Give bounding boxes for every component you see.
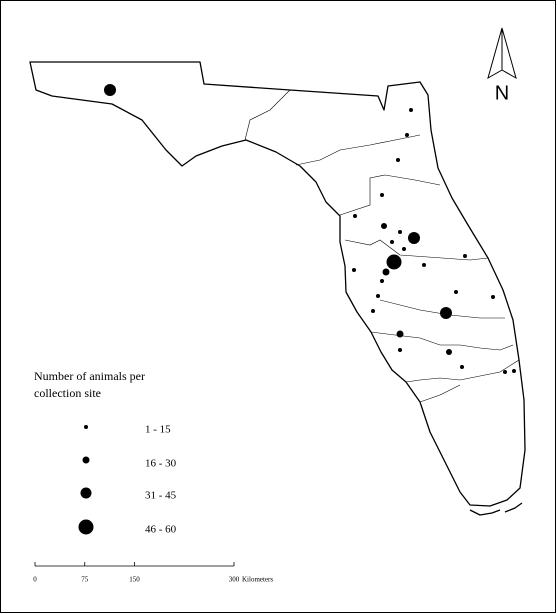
scale-bar: 0 75 150 300 Kilometers (33, 562, 273, 584)
legend-label: 31 - 45 (145, 490, 177, 502)
legend-label: 46 - 60 (145, 524, 177, 536)
legend-symbol (84, 425, 88, 429)
scale-label: 75 (81, 576, 89, 584)
legend-label: 16 - 30 (145, 458, 177, 470)
scale-label: 300 (229, 576, 240, 584)
north-label: N (495, 82, 509, 104)
scale-unit: Kilometers (242, 576, 273, 584)
scale-label: 150 (129, 576, 140, 584)
legend-symbol (82, 456, 90, 464)
legend-symbol (78, 519, 94, 535)
legend-title: collection site (34, 386, 101, 400)
collection-sites (104, 84, 516, 374)
north-arrow: N (487, 27, 517, 104)
legend-label: 1 - 15 (145, 424, 171, 436)
legend: Number of animals per collection site 1 … (34, 369, 177, 536)
florida-outline (29, 61, 526, 516)
region-borders (244, 89, 520, 403)
legend-symbol (80, 487, 92, 499)
legend-title: Number of animals per (34, 369, 145, 383)
scale-label: 0 (33, 576, 37, 584)
